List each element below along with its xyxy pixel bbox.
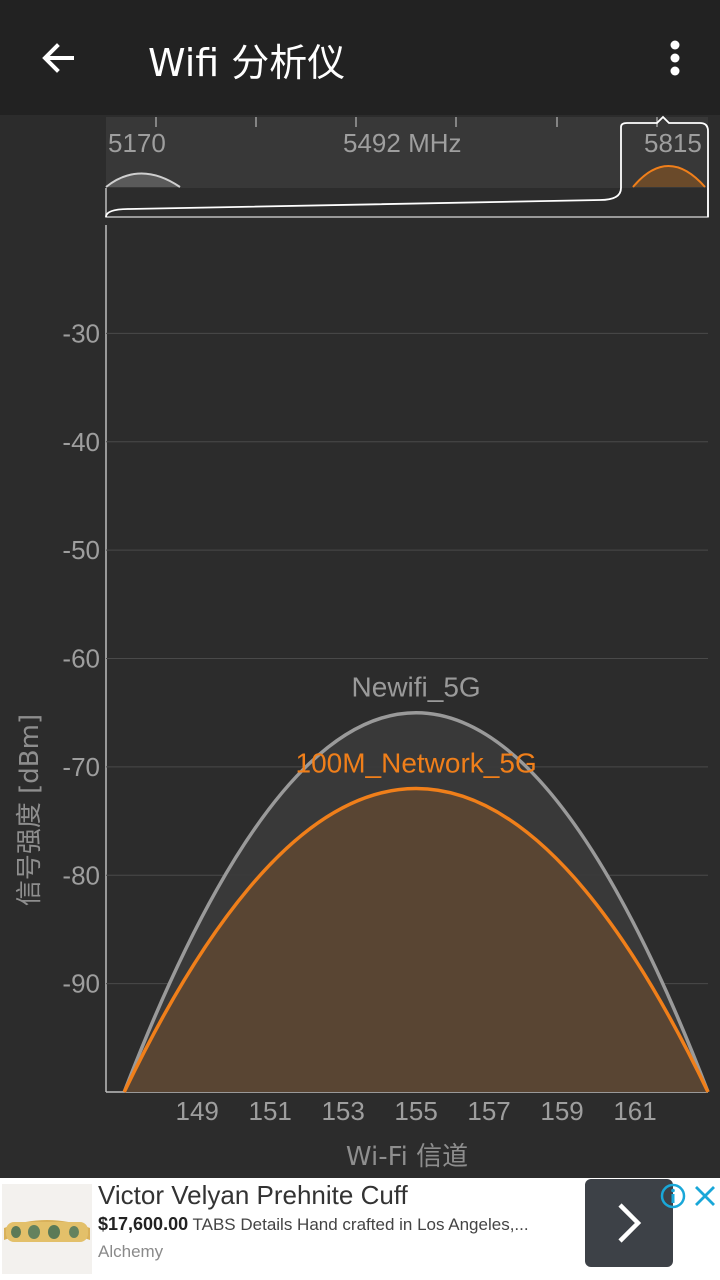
- series-label-2: 100M_Network_5G: [296, 748, 537, 779]
- ad-banner[interactable]: Victor Velyan Prehnite Cuff $17,600.00 T…: [0, 1178, 720, 1280]
- app-bar: Wifi 分析仪: [0, 0, 720, 115]
- x-tick-label: 151: [248, 1096, 291, 1126]
- navigator-label-end: 5815: [644, 128, 702, 158]
- frequency-navigator[interactable]: 5170 5492 MHz 5815: [105, 115, 709, 218]
- ad-advertiser: Alchemy: [98, 1242, 164, 1261]
- ad-description-text: TABS Details Hand crafted in Los Angeles…: [188, 1215, 529, 1234]
- y-axis-label: 信号强度 [dBm]: [15, 714, 45, 906]
- more-vert-icon: [670, 40, 680, 76]
- chevron-right-icon: [618, 1203, 642, 1243]
- navigator-background: [106, 117, 708, 188]
- ad-price: $17,600.00: [98, 1214, 189, 1234]
- y-tick-label: -70: [62, 752, 100, 782]
- navigator-band-right: [632, 165, 706, 188]
- y-tick-label: -40: [62, 427, 100, 457]
- x-tick-label: 153: [321, 1096, 364, 1126]
- x-tick-label: 157: [467, 1096, 510, 1126]
- bracelet-image: [2, 1184, 92, 1274]
- y-tick-label: -90: [62, 969, 100, 999]
- back-button[interactable]: [30, 30, 86, 86]
- x-tick-label: 159: [540, 1096, 583, 1126]
- series-label-1: Newifi_5G: [352, 672, 481, 703]
- ad-close-button[interactable]: [692, 1183, 718, 1209]
- ad-title[interactable]: Victor Velyan Prehnite Cuff: [98, 1180, 408, 1210]
- ad-info-button[interactable]: [660, 1183, 686, 1209]
- x-tick-label: 149: [176, 1096, 219, 1126]
- navigator-selection[interactable]: [105, 115, 709, 218]
- navigator-label-center: 5492 MHz: [343, 128, 462, 158]
- overflow-menu-button[interactable]: [650, 30, 700, 86]
- x-axis-label: Wi-Fi 信道: [346, 1142, 468, 1172]
- signal-chart[interactable]: 5170 5492 MHz 5815 -30 -40 -50 -60 -70 -80 -90…: [0, 115, 720, 1178]
- x-tick-label: 161: [613, 1096, 656, 1126]
- arrow-back-icon: [42, 43, 74, 73]
- x-tick-label: 155: [394, 1096, 437, 1126]
- series-line-2: [122, 786, 710, 1093]
- series-line-1: [122, 710, 710, 1093]
- info-icon: [660, 1183, 686, 1209]
- ad-open-button[interactable]: [585, 1179, 673, 1267]
- y-tick-label: -60: [62, 644, 100, 674]
- chart-area: 5170 5492 MHz 5815 -30 -40 -50 -60 -70 -80 -90…: [0, 115, 720, 1178]
- page-title: Wifi 分析仪: [148, 41, 346, 85]
- y-tick-label: -30: [62, 318, 100, 348]
- y-tick-label: -50: [62, 535, 100, 565]
- close-icon: [695, 1186, 715, 1206]
- navigator-band-left: [105, 172, 181, 188]
- plot-area: -30 -40 -50 -60 -70 -80 -90 149 151 153 155 157 159 1…: [62, 225, 710, 1126]
- navigator-frame: [105, 188, 709, 218]
- ad-product-image[interactable]: [2, 1184, 92, 1274]
- y-tick-label: -80: [62, 860, 100, 890]
- navigator-label-start: 5170: [108, 128, 166, 158]
- ad-description: $17,600.00 TABS Details Hand crafted in …: [98, 1214, 578, 1235]
